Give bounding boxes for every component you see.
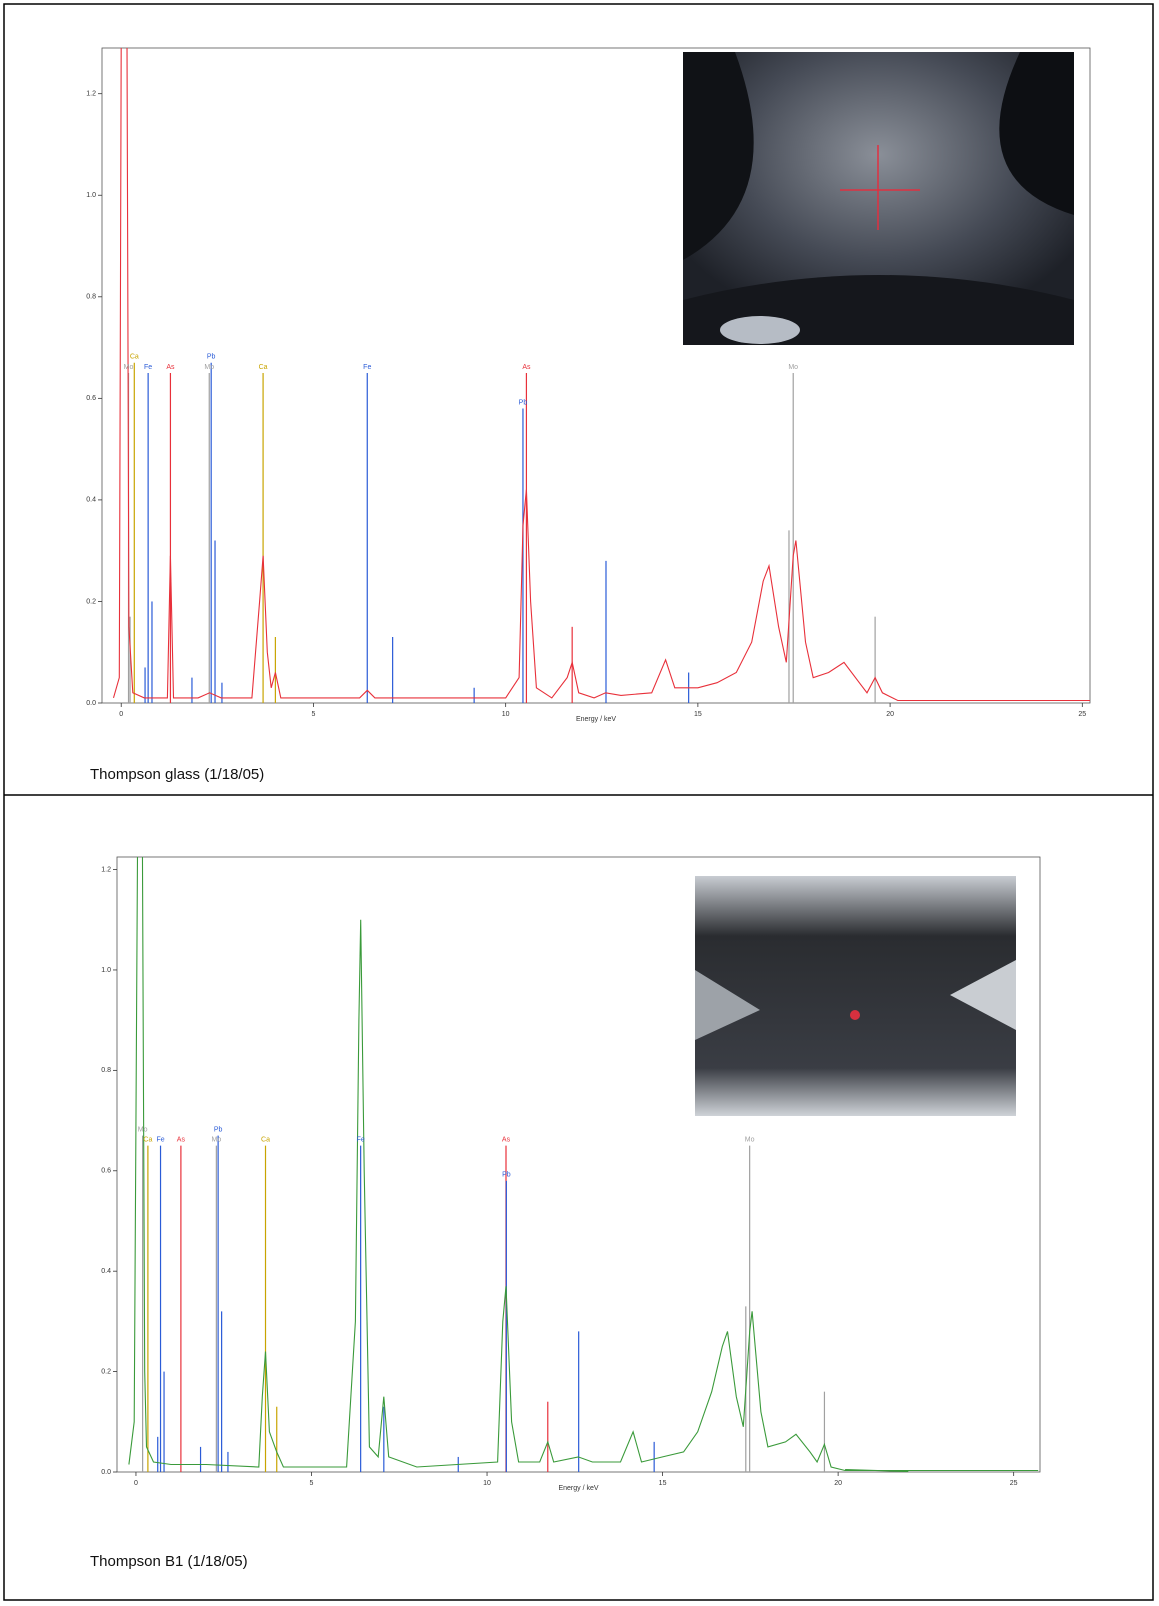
element-label: As xyxy=(166,364,175,371)
y-tick-label: 0.0 xyxy=(101,1469,111,1476)
element-label: Fe xyxy=(363,364,371,371)
y-tick-label: 0.6 xyxy=(86,395,96,402)
element-label: Mo xyxy=(204,364,214,371)
element-label: Mo xyxy=(211,1137,221,1144)
y-tick-label: 1.0 xyxy=(101,967,111,974)
y-tick-label: 0.6 xyxy=(101,1168,111,1175)
y-tick-label: 0.0 xyxy=(86,700,96,707)
y-tick-label: 1.2 xyxy=(101,866,111,873)
x-tick-label: 0 xyxy=(134,1480,138,1487)
y-tick-label: 1.2 xyxy=(86,91,96,98)
element-label: Ca xyxy=(143,1137,152,1144)
element-label: As xyxy=(522,364,531,371)
y-tick-label: 0.8 xyxy=(101,1067,111,1074)
x-axis-label: Energy / keV xyxy=(576,716,616,723)
x-tick-label: 20 xyxy=(886,711,894,718)
element-label: Ca xyxy=(259,364,268,371)
element-label: Pb xyxy=(207,354,216,361)
spectrum-line xyxy=(112,48,1090,702)
element-label: Ca xyxy=(261,1137,270,1144)
element-label: Mo xyxy=(124,364,134,371)
element-label: Pb xyxy=(502,1172,511,1179)
x-tick-label: 20 xyxy=(834,1480,842,1487)
x-tick-label: 0 xyxy=(119,711,123,718)
y-tick-label: 0.4 xyxy=(101,1268,111,1275)
x-axis-label: Energy / keV xyxy=(558,1485,598,1492)
inset-photo xyxy=(695,876,1016,1116)
x-tick-label: 15 xyxy=(694,711,702,718)
x-tick-label: 10 xyxy=(502,711,510,718)
x-tick-label: 5 xyxy=(311,711,315,718)
element-label: Mo xyxy=(745,1137,755,1144)
element-label: Ca xyxy=(130,354,139,361)
y-tick-label: 0.2 xyxy=(101,1368,111,1375)
caption: Thompson glass (1/18/05) xyxy=(90,766,264,783)
plot-area xyxy=(112,48,1090,703)
y-tick-label: 0.2 xyxy=(86,598,96,605)
caption: Thompson B1 (1/18/05) xyxy=(90,1553,248,1570)
element-label: Mo xyxy=(138,1126,148,1133)
element-label: As xyxy=(502,1137,511,1144)
outer-border xyxy=(3,3,1154,1601)
y-tick-label: 1.0 xyxy=(86,192,96,199)
spectrum-line xyxy=(128,857,1039,1472)
element-label: Fe xyxy=(156,1137,164,1144)
x-tick-label: 5 xyxy=(310,1480,314,1487)
x-tick-label: 25 xyxy=(1010,1480,1018,1487)
y-tick-label: 0.8 xyxy=(86,294,96,301)
chart: 0.0 0.2 0.4 0.6 0.8 1.0 1.2 0 5 10 15 20 25 Energy / … xyxy=(86,47,1091,783)
chart: 0.0 0.2 0.4 0.6 0.8 1.0 1.2 0 5 10 15 20 25 Energy / … xyxy=(90,856,1041,1570)
element-label: Fe xyxy=(144,364,152,371)
plot-area xyxy=(128,857,1039,1472)
spectrum-line xyxy=(845,1468,909,1472)
plot-frame xyxy=(101,47,1091,704)
x-tick-label: 10 xyxy=(483,1480,491,1487)
y-tick-label: 0.4 xyxy=(86,497,96,504)
element-label: As xyxy=(177,1137,186,1144)
element-label: Pb xyxy=(214,1126,223,1133)
element-label: Pb xyxy=(519,399,528,406)
x-tick-label: 25 xyxy=(1078,711,1086,718)
element-label: Fe xyxy=(357,1137,365,1144)
x-tick-label: 15 xyxy=(659,1480,667,1487)
element-label: Mo xyxy=(788,364,798,371)
inset-photo xyxy=(683,52,1074,345)
